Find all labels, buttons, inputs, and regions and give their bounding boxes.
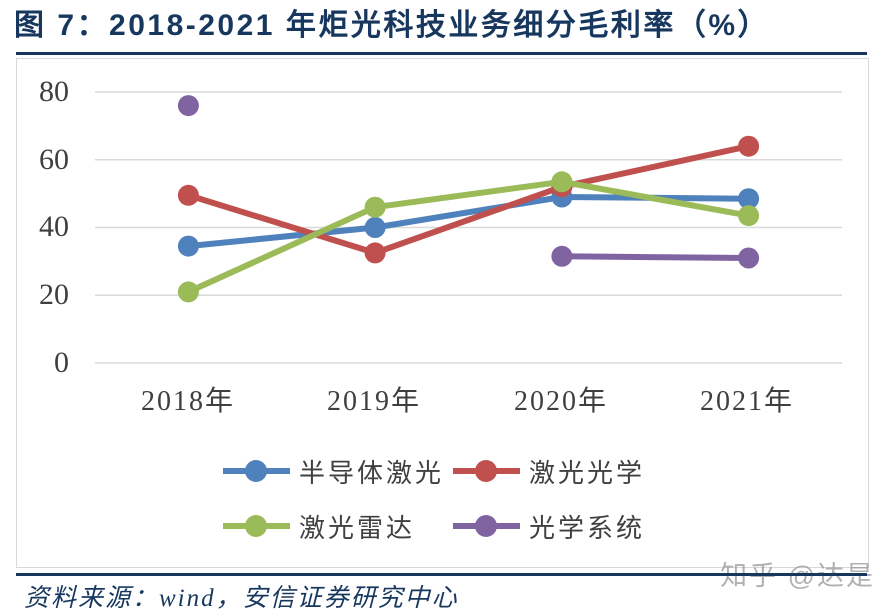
legend-item-laser-optics: 激光光学	[453, 449, 645, 493]
legend-item-lidar: 激光雷达	[223, 504, 415, 548]
x-axis-tick-2021: 2021年	[699, 386, 794, 417]
y-axis-tick-60: 60	[39, 143, 69, 176]
watermark: 知乎 @达是	[720, 561, 875, 591]
legend-item-optical-systems: 光学系统	[453, 504, 645, 548]
chart-area: 80 60 40 20 0 2018年 2019年 2020年 2021年 半导…	[16, 58, 869, 568]
legend-line-dot-icon	[453, 460, 520, 482]
title-divider	[16, 52, 867, 55]
legend-label: 光学系统	[529, 513, 646, 543]
legend-label: 激光雷达	[299, 513, 416, 543]
legend-line-dot-icon	[223, 515, 290, 537]
x-axis-tick-2018: 2018年	[140, 386, 235, 417]
y-axis-tick-0: 0	[54, 346, 69, 379]
legend-line-dot-icon	[453, 515, 520, 537]
legend-item-semiconductor-laser: 半导体激光	[223, 449, 444, 493]
legend-label: 激光光学	[529, 458, 646, 488]
plot-canvas	[95, 91, 842, 364]
x-axis-tick-2019: 2019年	[326, 386, 421, 417]
legend-label: 半导体激光	[299, 458, 445, 488]
y-axis-tick-20: 20	[39, 278, 69, 311]
footer-divider	[16, 573, 867, 576]
y-axis-tick-80: 80	[39, 75, 69, 108]
source-note: 资料来源：wind，安信证券研究中心	[24, 585, 459, 612]
y-axis-tick-40: 40	[39, 210, 69, 243]
legend-line-dot-icon	[223, 460, 290, 482]
x-axis-tick-2020: 2020年	[513, 386, 608, 417]
figure-title: 图 7：2018-2021 年炬光科技业务细分毛利率（%）	[14, 9, 770, 42]
